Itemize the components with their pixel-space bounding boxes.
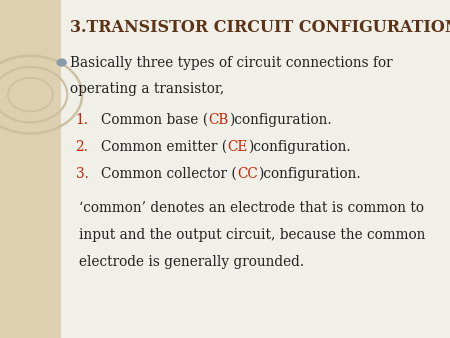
Text: CB: CB	[208, 113, 229, 127]
Text: CC: CC	[237, 167, 258, 181]
Text: 2.: 2.	[76, 140, 89, 154]
Text: )configuration.: )configuration.	[229, 113, 331, 127]
Text: 1.: 1.	[76, 113, 89, 127]
Text: Common emitter (: Common emitter (	[101, 140, 227, 154]
Text: ‘common’ denotes an electrode that is common to: ‘common’ denotes an electrode that is co…	[79, 201, 424, 215]
Text: )configuration.: )configuration.	[248, 140, 351, 154]
Text: CE: CE	[227, 140, 248, 154]
Text: input and the output circuit, because the common: input and the output circuit, because th…	[79, 228, 425, 242]
Text: Common collector (: Common collector (	[101, 167, 237, 181]
Circle shape	[57, 59, 66, 66]
Text: )configuration.: )configuration.	[258, 167, 360, 181]
Text: 3.: 3.	[76, 167, 89, 181]
Text: electrode is generally grounded.: electrode is generally grounded.	[79, 255, 304, 269]
Bar	[0, 0, 61, 338]
Text: 3.TRANSISTOR CIRCUIT CONFIGURATION: 3.TRANSISTOR CIRCUIT CONFIGURATION	[70, 19, 450, 36]
Text: Basically three types of circuit connections for: Basically three types of circuit connect…	[70, 55, 392, 70]
Text: operating a transistor,: operating a transistor,	[70, 81, 224, 96]
Text: Common base (: Common base (	[101, 113, 208, 127]
